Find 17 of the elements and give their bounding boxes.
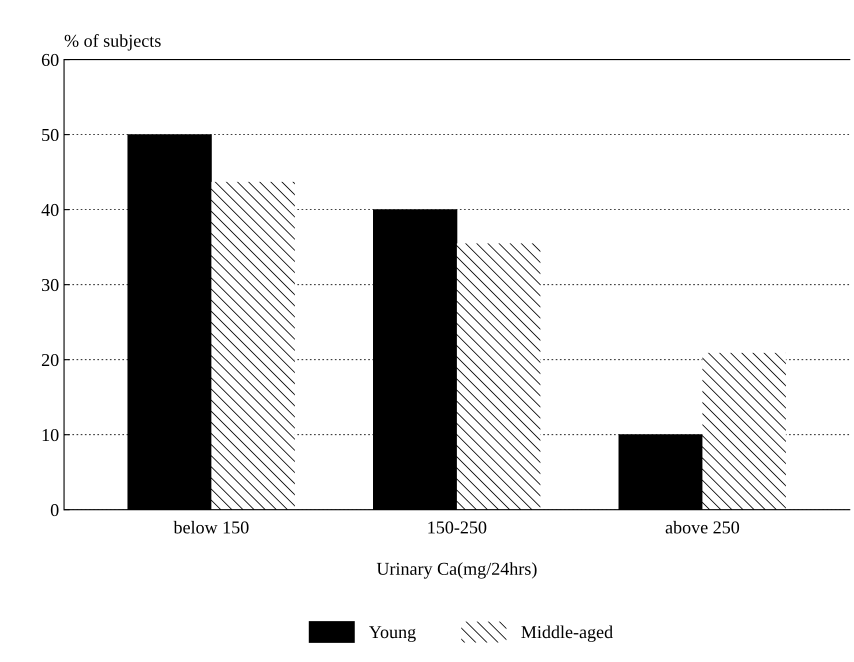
bar bbox=[702, 352, 786, 510]
y-tick-label: 0 bbox=[50, 504, 58, 516]
y-tick-label: 10 bbox=[42, 428, 58, 442]
legend-label: Middle-aged bbox=[521, 625, 613, 642]
y-tick-label: 60 bbox=[42, 54, 58, 66]
x-tick-label: above 250 bbox=[666, 520, 740, 534]
y-tick-label: 20 bbox=[42, 354, 58, 366]
x-tick-label: 150-250 bbox=[428, 521, 486, 534]
bar bbox=[456, 243, 540, 510]
legend-label: Young bbox=[368, 626, 416, 642]
y-tick-label: 40 bbox=[41, 204, 58, 216]
x-axis-title: Urinary Ca(mg/24hrs) bbox=[376, 562, 537, 579]
y-tick-label: 30 bbox=[42, 278, 58, 292]
y-axis-title: % of subjects bbox=[64, 34, 161, 51]
bar bbox=[211, 182, 295, 510]
y-tick-label: 50 bbox=[42, 128, 58, 142]
x-tick-label: below 150 bbox=[174, 520, 249, 534]
